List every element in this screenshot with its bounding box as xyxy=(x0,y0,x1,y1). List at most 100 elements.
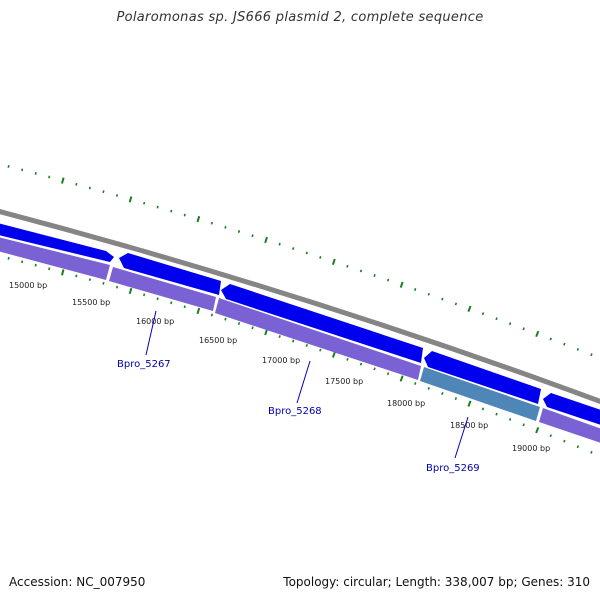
scale-tick-label: 18500 bp xyxy=(450,421,488,430)
forward-gene-arrow[interactable] xyxy=(424,351,541,404)
minor-tick-mark xyxy=(319,348,322,352)
minor-tick-mark xyxy=(576,348,580,351)
minor-tick-mark xyxy=(7,164,10,168)
gene-label-leader xyxy=(296,360,311,404)
major-tick-mark xyxy=(264,236,268,244)
reverse-gene-bar-highlighted[interactable] xyxy=(420,367,540,421)
minor-tick-mark xyxy=(251,234,254,238)
minor-tick-mark xyxy=(237,230,241,233)
major-tick-mark xyxy=(331,258,336,266)
minor-tick-mark xyxy=(481,407,485,411)
major-tick-mark xyxy=(467,305,472,312)
gene-label-bpro-5268[interactable]: Bpro_5268 xyxy=(268,406,322,417)
minor-tick-mark xyxy=(210,221,214,225)
minor-tick-mark xyxy=(115,285,119,289)
minor-tick-mark xyxy=(143,293,146,297)
scale-tick-label: 15000 bp xyxy=(9,281,47,290)
major-tick-mark xyxy=(331,351,336,358)
minor-tick-mark xyxy=(427,387,430,390)
minor-tick-mark xyxy=(508,418,512,421)
major-tick-mark xyxy=(196,215,201,223)
minor-tick-mark xyxy=(454,397,458,401)
scale-tick-label: 16500 bp xyxy=(199,336,237,345)
minor-tick-mark xyxy=(88,186,91,190)
major-tick-mark xyxy=(128,287,133,295)
minor-tick-mark xyxy=(183,213,186,217)
minor-tick-mark xyxy=(170,301,173,305)
gene-label-bpro-5267[interactable]: Bpro_5267 xyxy=(117,359,171,370)
major-tick-mark xyxy=(61,269,65,276)
scale-tick-label: 18000 bp xyxy=(387,399,425,408)
minor-tick-mark xyxy=(183,305,186,309)
topology-summary: Topology: circular; Length: 338,007 bp; … xyxy=(283,575,590,589)
minor-tick-mark xyxy=(143,201,146,205)
minor-tick-mark xyxy=(441,297,444,301)
minor-tick-mark xyxy=(454,302,458,306)
minor-tick-mark xyxy=(21,260,24,264)
forward-gene-arrow[interactable] xyxy=(119,253,221,295)
minor-tick-mark xyxy=(481,312,485,316)
outer-tick-marks xyxy=(7,164,593,357)
minor-tick-mark xyxy=(522,423,525,427)
minor-tick-mark xyxy=(359,362,363,366)
minor-tick-mark xyxy=(48,175,51,179)
minor-tick-mark xyxy=(278,242,281,246)
minor-tick-mark xyxy=(237,322,241,325)
scale-tick-label: 17500 bp xyxy=(325,377,363,386)
map-title: Polaromonas sp. JS666 plasmid 2, complet… xyxy=(116,10,484,25)
minor-tick-mark xyxy=(75,182,78,186)
minor-tick-mark xyxy=(373,274,376,277)
minor-tick-mark xyxy=(156,297,159,301)
reverse-gene-bar[interactable] xyxy=(539,408,600,446)
minor-tick-mark xyxy=(414,382,417,385)
major-tick-mark xyxy=(399,375,404,382)
inner-tick-marks xyxy=(7,256,593,454)
minor-tick-mark xyxy=(359,269,363,273)
minor-tick-mark xyxy=(224,225,227,229)
gene-label-leader xyxy=(145,310,157,356)
minor-tick-mark xyxy=(319,255,322,259)
forward-gene-arrow[interactable] xyxy=(221,284,423,363)
major-tick-mark xyxy=(535,427,540,434)
minor-tick-mark xyxy=(508,322,512,326)
minor-tick-mark xyxy=(549,434,552,438)
minor-tick-mark xyxy=(305,344,308,347)
minor-tick-mark xyxy=(346,264,349,268)
scale-tick-label: 15500 bp xyxy=(72,298,110,307)
forward-gene-arrow[interactable] xyxy=(543,393,600,428)
minor-tick-mark xyxy=(34,172,37,175)
minor-tick-mark xyxy=(373,367,376,371)
minor-tick-mark xyxy=(590,353,593,357)
gene-label-bpro-5269[interactable]: Bpro_5269 xyxy=(426,463,480,474)
minor-tick-mark xyxy=(7,256,10,260)
minor-tick-mark xyxy=(102,190,105,194)
backbone-ring xyxy=(0,209,600,404)
minor-tick-mark xyxy=(305,251,308,255)
reverse-gene-bar[interactable] xyxy=(0,235,110,280)
minor-tick-mark xyxy=(34,263,37,267)
minor-tick-mark xyxy=(495,317,498,321)
minor-tick-mark xyxy=(156,205,159,209)
gene-label-leader xyxy=(454,416,469,459)
scale-tick-label: 17000 bp xyxy=(262,356,300,365)
minor-tick-mark xyxy=(414,288,417,291)
minor-tick-mark xyxy=(549,337,552,341)
major-tick-mark xyxy=(196,307,201,315)
minor-tick-mark xyxy=(522,327,525,331)
scale-tick-label: 16000 bp xyxy=(136,317,174,326)
forward-gene-arrow[interactable] xyxy=(0,221,114,262)
major-tick-mark xyxy=(128,196,133,203)
minor-tick-mark xyxy=(590,450,593,454)
minor-tick-mark xyxy=(386,278,390,282)
accession-label: Accession: NC_007950 xyxy=(9,575,146,589)
minor-tick-mark xyxy=(563,439,566,443)
major-tick-mark xyxy=(264,328,268,336)
minor-tick-mark xyxy=(115,194,119,197)
minor-tick-mark xyxy=(102,281,105,285)
minor-tick-mark xyxy=(386,372,390,376)
major-tick-mark xyxy=(61,177,65,184)
reverse-gene-bar[interactable] xyxy=(215,298,421,380)
reverse-gene-bar[interactable] xyxy=(109,267,216,311)
minor-tick-mark xyxy=(441,392,444,395)
